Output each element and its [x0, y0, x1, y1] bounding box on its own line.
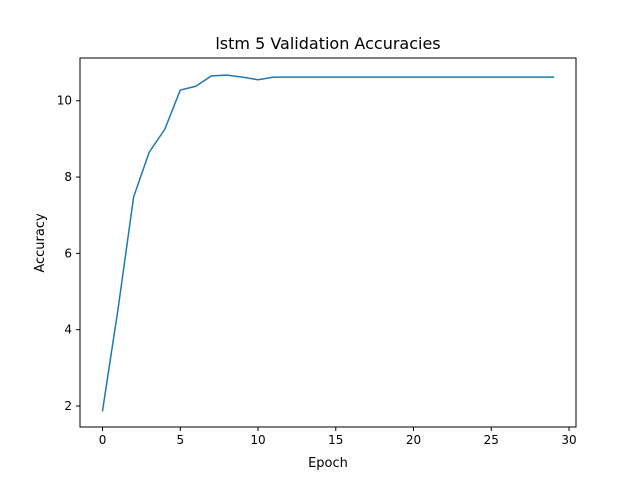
x-tick-label: 5 — [176, 433, 184, 447]
series-line — [101, 74, 555, 412]
x-tick-label: 30 — [561, 433, 576, 447]
x-tick-label: 15 — [328, 433, 343, 447]
series-layer — [101, 74, 555, 412]
x-tick-label: 20 — [406, 433, 421, 447]
y-tick-label: 2 — [64, 399, 72, 413]
x-axis-label: Epoch — [308, 456, 348, 471]
y-axis-label: Accuracy — [33, 213, 48, 273]
y-tick-label: 6 — [64, 246, 72, 260]
plot-frame — [79, 57, 577, 428]
y-tick-label: 10 — [57, 94, 72, 108]
chart-title: lstm 5 Validation Accuracies — [215, 34, 440, 53]
x-tick-label: 25 — [484, 433, 499, 447]
x-tick-label: 10 — [250, 433, 265, 447]
axis-ticks: 0 5 10 15 20 25 30 2 4 6 8 10 — [57, 94, 577, 447]
y-tick-label: 8 — [64, 170, 72, 184]
x-tick-label: 0 — [99, 433, 107, 447]
y-tick-label: 4 — [64, 323, 72, 337]
